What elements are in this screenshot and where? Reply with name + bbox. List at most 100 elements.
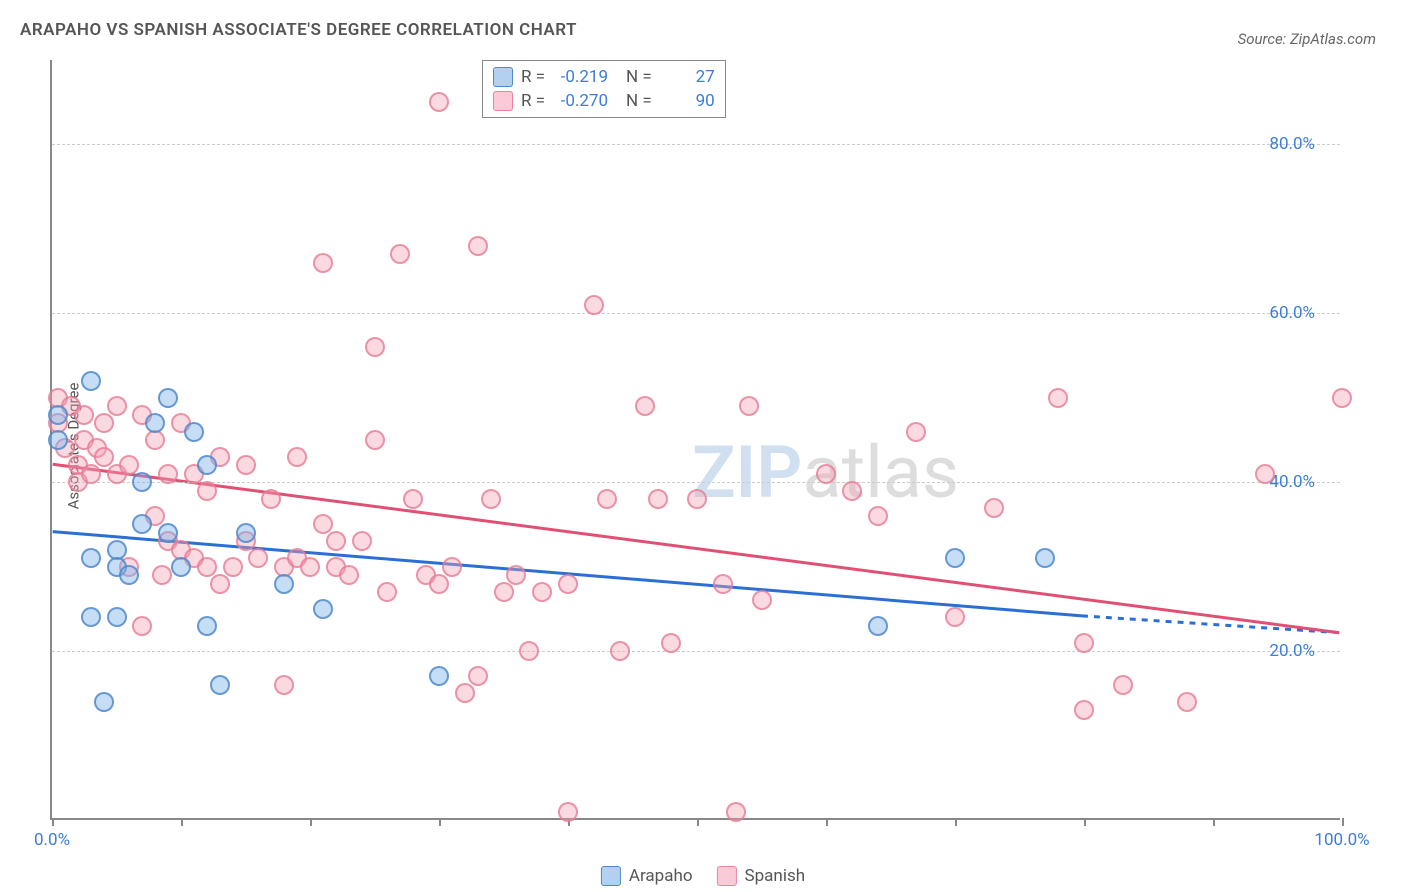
scatter-point-spanish — [635, 396, 655, 416]
scatter-point-spanish — [1255, 464, 1275, 484]
scatter-point-spanish — [687, 489, 707, 509]
legend-item-arapaho: Arapaho — [601, 866, 693, 886]
scatter-point-arapaho — [1035, 548, 1055, 568]
x-tick — [439, 818, 441, 826]
scatter-point-spanish — [1074, 633, 1094, 653]
scatter-point-spanish — [197, 557, 217, 577]
scatter-point-spanish — [506, 565, 526, 585]
scatter-point-spanish — [365, 337, 385, 357]
n-label: N = — [626, 67, 652, 87]
scatter-point-spanish — [558, 574, 578, 594]
scatter-point-spanish — [726, 802, 746, 822]
scatter-point-spanish — [248, 548, 268, 568]
source-label: Source: ZipAtlas.com — [1238, 30, 1376, 48]
scatter-point-arapaho — [158, 523, 178, 543]
scatter-point-spanish — [223, 557, 243, 577]
scatter-point-spanish — [287, 447, 307, 467]
scatter-point-arapaho — [48, 405, 68, 425]
scatter-point-arapaho — [197, 616, 217, 636]
scatter-point-spanish — [868, 506, 888, 526]
scatter-point-spanish — [119, 455, 139, 475]
scatter-point-spanish — [442, 557, 462, 577]
scatter-point-spanish — [403, 489, 423, 509]
legend-item-spanish: Spanish — [717, 866, 806, 886]
y-tick-label: 80.0% — [1269, 134, 1315, 154]
stats-legend: R = -0.219 N = 27 R = -0.270 N = 90 — [482, 60, 726, 118]
scatter-point-spanish — [1332, 388, 1352, 408]
scatter-point-spanish — [197, 481, 217, 501]
regression-lines — [52, 60, 1340, 818]
scatter-point-spanish — [236, 455, 256, 475]
scatter-point-arapaho — [210, 675, 230, 695]
x-tick — [52, 818, 54, 826]
scatter-point-spanish — [152, 565, 172, 585]
x-tick — [1084, 818, 1086, 826]
scatter-point-spanish — [94, 447, 114, 467]
scatter-point-spanish — [429, 574, 449, 594]
scatter-point-spanish — [300, 557, 320, 577]
stats-row-arapaho: R = -0.219 N = 27 — [493, 65, 715, 89]
x-tick — [826, 818, 828, 826]
scatter-point-spanish — [558, 802, 578, 822]
scatter-point-spanish — [158, 464, 178, 484]
scatter-point-arapaho — [48, 430, 68, 450]
scatter-point-spanish — [532, 582, 552, 602]
scatter-point-arapaho — [94, 692, 114, 712]
x-tick — [310, 818, 312, 826]
scatter-point-spanish — [713, 574, 733, 594]
scatter-point-arapaho — [197, 455, 217, 475]
x-tick-label: 0.0% — [34, 830, 70, 850]
scatter-point-spanish — [390, 244, 410, 264]
scatter-point-spanish — [468, 666, 488, 686]
scatter-point-spanish — [313, 253, 333, 273]
scatter-point-spanish — [739, 396, 759, 416]
plot-area: ZIPatlas R = -0.219 N = 27 R = -0.270 N … — [50, 60, 1340, 820]
scatter-point-arapaho — [313, 599, 333, 619]
scatter-point-spanish — [519, 641, 539, 661]
scatter-point-arapaho — [132, 514, 152, 534]
r-label: R = — [521, 91, 545, 111]
scatter-point-arapaho — [158, 388, 178, 408]
scatter-point-spanish — [339, 565, 359, 585]
scatter-point-spanish — [352, 531, 372, 551]
scatter-point-spanish — [429, 92, 449, 112]
spanish-r: -0.270 — [553, 91, 608, 111]
y-tick-label: 20.0% — [1269, 641, 1315, 661]
x-tick — [955, 818, 957, 826]
scatter-point-spanish — [494, 582, 514, 602]
bottom-legend: Arapaho Spanish — [601, 866, 805, 886]
y-tick-label: 40.0% — [1269, 472, 1315, 492]
scatter-point-arapaho — [81, 371, 101, 391]
stats-row-spanish: R = -0.270 N = 90 — [493, 89, 715, 113]
scatter-point-arapaho — [81, 548, 101, 568]
x-tick — [181, 818, 183, 826]
scatter-point-arapaho — [868, 616, 888, 636]
scatter-point-spanish — [107, 396, 127, 416]
scatter-point-spanish — [94, 413, 114, 433]
scatter-point-spanish — [752, 590, 772, 610]
scatter-point-spanish — [210, 574, 230, 594]
scatter-point-spanish — [455, 683, 475, 703]
scatter-point-spanish — [1048, 388, 1068, 408]
scatter-point-spanish — [377, 582, 397, 602]
scatter-point-spanish — [274, 675, 294, 695]
scatter-point-spanish — [584, 295, 604, 315]
scatter-point-spanish — [816, 464, 836, 484]
scatter-point-arapaho — [184, 422, 204, 442]
arapaho-r: -0.219 — [553, 67, 608, 87]
gridline — [52, 144, 1340, 145]
swatch-spanish — [717, 866, 737, 886]
spanish-n: 90 — [660, 91, 715, 111]
scatter-point-spanish — [1177, 692, 1197, 712]
r-label: R = — [521, 67, 545, 87]
scatter-point-spanish — [984, 498, 1004, 518]
scatter-point-spanish — [132, 616, 152, 636]
y-tick-label: 60.0% — [1269, 303, 1315, 323]
scatter-point-spanish — [313, 514, 333, 534]
x-tick — [697, 818, 699, 826]
legend-label-arapaho: Arapaho — [629, 866, 693, 886]
scatter-point-spanish — [326, 531, 346, 551]
scatter-point-spanish — [481, 489, 501, 509]
scatter-point-spanish — [945, 607, 965, 627]
gridline — [52, 313, 1340, 314]
